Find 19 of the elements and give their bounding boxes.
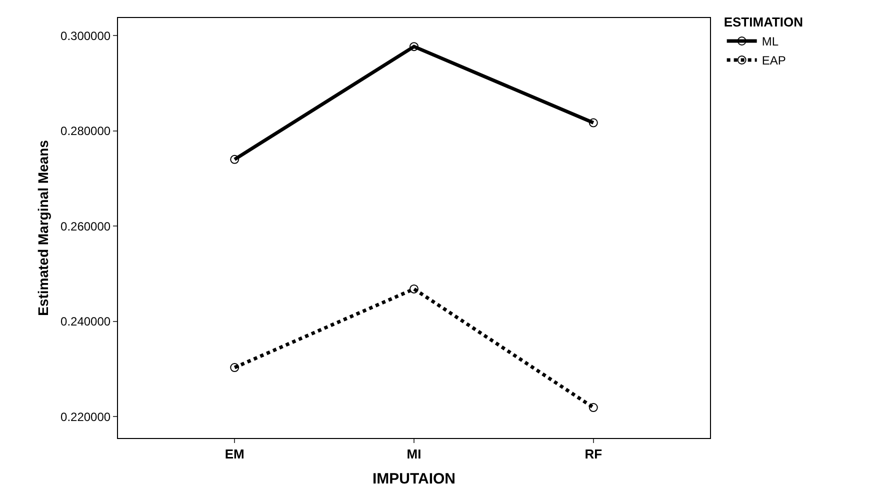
point [410,284,418,294]
x-tick-label: EM [224,446,244,462]
point [410,42,418,52]
point [230,154,240,164]
y-tick-label: 0.220000 [60,410,111,424]
y-tick-label: 0.240000 [60,314,111,329]
y-tick-label: 0.300000 [60,28,111,43]
legend-title: ESTIMATION [724,14,804,30]
x-axis-title: IMPUTAION [372,470,456,488]
x-tick-label: RF [584,446,602,462]
point [588,118,598,128]
legend-label: EAP [762,54,786,68]
point [230,363,240,372]
y-tick-label: 0.280000 [60,124,111,138]
point [588,403,598,412]
y-tick-label: 0.260000 [60,219,111,234]
y-axis-title: Estimated Marginal Means [35,140,52,316]
x-tick-label: MI [406,446,422,462]
legend-label: ML [762,34,779,49]
